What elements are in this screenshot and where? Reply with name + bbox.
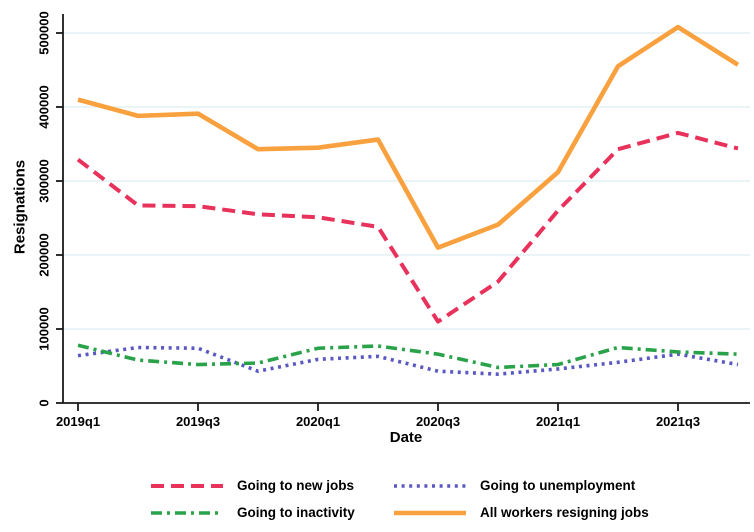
legend-label-going-to-unemployment: Going to unemployment [480,478,636,493]
legend-label-going-to-inactivity: Going to inactivity [237,505,355,520]
x-tick-label: 2019q1 [56,414,100,429]
y-tick-label: 0 [36,399,51,406]
y-tick-label: 400000 [36,85,51,128]
legend-item-going-to-unemployment: Going to unemployment [392,479,635,493]
series-line-going-to-new-jobs [76,130,739,324]
series-line-all-workers-resigning-jobs [77,24,740,250]
x-tick-label: 2019q3 [176,414,220,429]
legend-label-going-to-new-jobs: Going to new jobs [237,478,354,493]
chart-plot-area: 0 100000 200000 300000 400000 500000 2019q1 201… [36,11,750,429]
y-tick-label: 200000 [36,233,51,276]
y-axis-title: Resignations [11,159,29,255]
y-tick-label: 300000 [36,159,51,202]
x-tick-label: 2021q3 [656,414,700,429]
series-line-going-to-inactivity [77,343,739,370]
legend-item-all-workers-resigning-jobs: All workers resigning jobs [392,506,649,520]
legend-item-going-to-new-jobs: Going to new jobs [149,479,354,493]
legend-label-all-workers-resigning-jobs: All workers resigning jobs [480,505,649,520]
dashdot-line-swatch [151,511,223,515]
x-tick-label: 2021q1 [536,414,580,429]
y-tick-label: 500000 [36,11,51,54]
dashed-line-swatch [151,484,223,488]
series-line-going-to-unemployment [77,345,739,376]
y-tick-label: 100000 [36,307,51,350]
x-axis-title: Date [389,429,423,446]
x-tick-label: 2020q3 [416,414,460,429]
dotted-line-swatch [394,484,466,488]
x-tick-label: 2020q1 [296,414,340,429]
solid-line-swatch [394,510,466,516]
legend-item-going-to-inactivity: Going to inactivity [149,506,355,520]
